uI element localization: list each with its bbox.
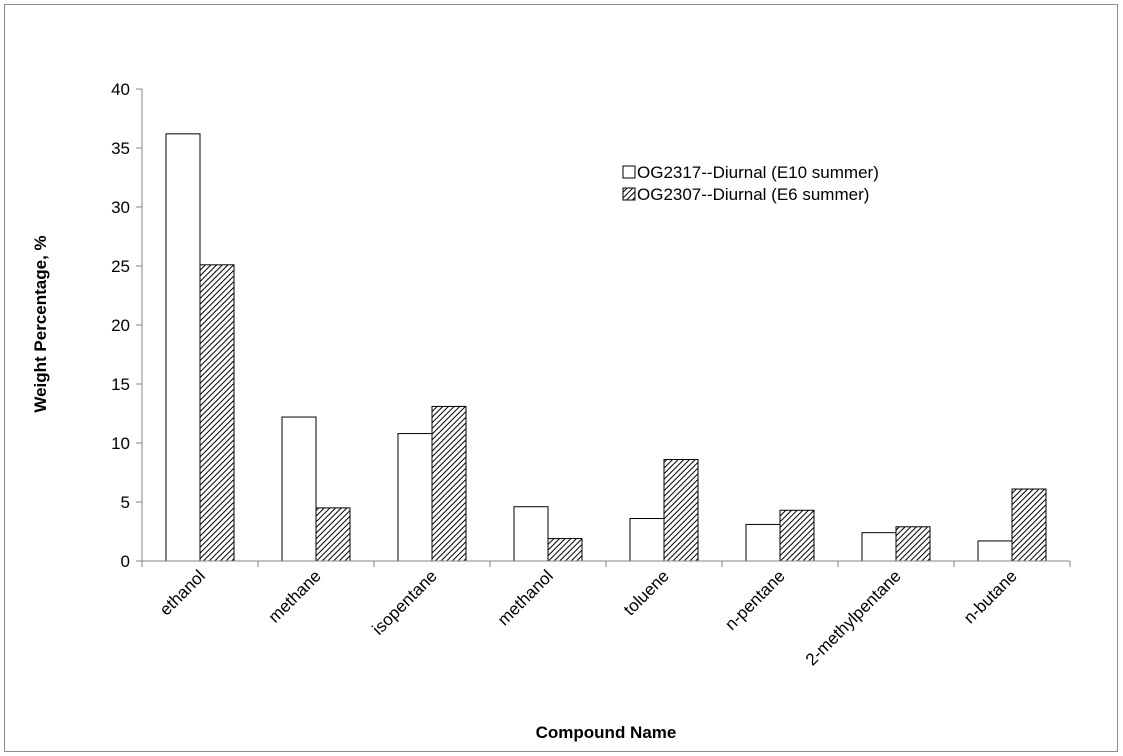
x-category-label-n-pentane: n-pentane (721, 566, 789, 634)
bar-toluene-series-2 (663, 459, 699, 562)
x-category-label-ethanol: ethanol (156, 566, 209, 619)
bar-n-butane-series-1 (977, 540, 1013, 562)
bar-methane-series-2 (315, 507, 351, 562)
bar-2-methylpentane-series-2 (895, 526, 931, 562)
x-axis-title: Compound Name (536, 723, 677, 742)
bar-n-pentane-series-2 (779, 509, 815, 562)
y-tick-label: 20 (111, 316, 130, 335)
labels-layer: 0 5 10 15 20 25 30 35 40 ethanol methane isopentane… (111, 80, 1021, 669)
bar-isopentane-series-2 (431, 405, 467, 562)
bar-isopentane-series-1 (397, 433, 433, 562)
x-category-label-n-butane: n-butane (960, 566, 1021, 627)
legend: OG2317--Diurnal (E10 summer) OG2307--Diu… (622, 163, 879, 204)
bars-layer (165, 133, 1047, 562)
bar-toluene-series-1 (629, 518, 665, 562)
y-tick-label: 30 (111, 198, 130, 217)
bar-ethanol-series-2 (199, 264, 235, 562)
bar-methanol-series-2 (547, 538, 583, 562)
x-category-label-methane: methane (265, 566, 325, 626)
y-tick-label: 0 (121, 552, 130, 571)
legend-swatch-series-2 (622, 187, 636, 201)
bar-ethanol-series-1 (165, 133, 201, 562)
legend-swatch-series-1 (622, 165, 636, 179)
y-tick-label: 25 (111, 257, 130, 276)
y-tick-label: 15 (111, 375, 130, 394)
y-tick-label: 40 (111, 80, 130, 99)
y-tick-label: 35 (111, 139, 130, 158)
y-tick-label: 10 (111, 434, 130, 453)
bar-n-pentane-series-1 (745, 523, 781, 562)
y-axis-title: Weight Percentage, % (31, 235, 50, 412)
axes-layer (136, 88, 1071, 567)
y-tick-label: 5 (121, 493, 130, 512)
bar-n-butane-series-2 (1011, 488, 1047, 562)
legend-label-series-2: OG2307--Diurnal (E6 summer) (637, 185, 869, 204)
bar-2-methylpentane-series-1 (861, 532, 897, 562)
x-category-label-toluene: toluene (620, 566, 673, 619)
x-category-label-methanol: methanol (494, 566, 557, 629)
x-category-label-isopentane: isopentane (369, 566, 441, 638)
bar-methane-series-1 (281, 416, 317, 562)
x-category-label-2-methylpentane: 2-methylpentane (802, 566, 905, 669)
bar-methanol-series-1 (513, 506, 549, 562)
legend-label-series-1: OG2317--Diurnal (E10 summer) (637, 163, 879, 182)
